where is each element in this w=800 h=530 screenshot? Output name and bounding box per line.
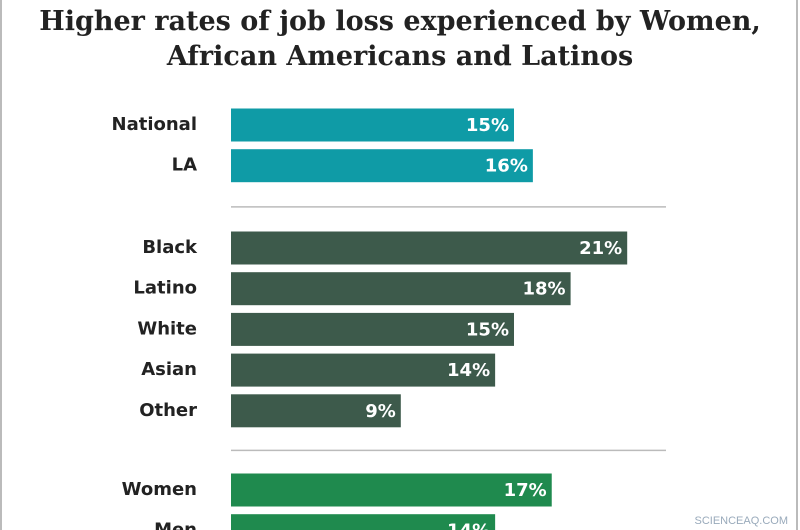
category-label: Latino bbox=[133, 278, 197, 299]
value-label: 17% bbox=[504, 480, 547, 501]
value-label: 16% bbox=[485, 156, 528, 177]
value-label: 15% bbox=[466, 319, 509, 340]
bar bbox=[231, 149, 533, 183]
category-label: Other bbox=[139, 400, 197, 421]
category-label: National bbox=[112, 114, 197, 135]
bar bbox=[231, 394, 401, 428]
value-label: 21% bbox=[579, 238, 622, 259]
bar bbox=[231, 312, 514, 346]
bar bbox=[231, 473, 552, 507]
bar bbox=[231, 272, 571, 306]
value-label: 18% bbox=[523, 279, 566, 300]
category-label: Women bbox=[122, 479, 197, 500]
category-label: White bbox=[137, 318, 197, 339]
bar bbox=[231, 514, 496, 530]
category-label: Black bbox=[142, 237, 198, 258]
value-label: 14% bbox=[447, 360, 490, 381]
value-label: 9% bbox=[365, 401, 396, 422]
value-label: 14% bbox=[447, 521, 490, 530]
value-label: 15% bbox=[466, 115, 509, 136]
bar bbox=[231, 353, 496, 387]
bar bbox=[231, 231, 628, 265]
category-label: Men bbox=[154, 520, 197, 530]
category-label: LA bbox=[172, 155, 197, 176]
bar bbox=[231, 108, 514, 142]
category-label: Asian bbox=[141, 359, 197, 380]
chart-title: Higher rates of job loss experienced by … bbox=[39, 6, 761, 72]
watermark: SCIENCEAQ.COM bbox=[694, 515, 788, 527]
